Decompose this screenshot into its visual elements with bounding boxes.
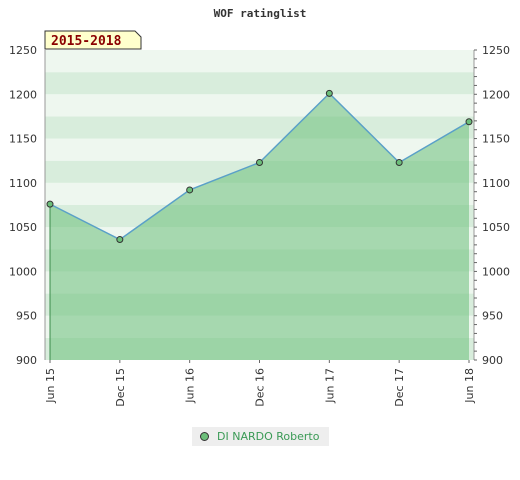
y-tick-label-left: 1150	[9, 133, 37, 146]
y-tick-label-left: 1050	[9, 221, 37, 234]
y-tick-label-right: 1250	[482, 44, 510, 57]
legend: DI NARDO Roberto	[192, 427, 329, 446]
y-tick-label-right: 1200	[482, 88, 510, 101]
period-label: 2015-2018	[51, 34, 122, 49]
y-tick-label-left: 1100	[9, 177, 37, 190]
x-tick-label: Dec 17	[393, 368, 406, 407]
period-badge: 2015-2018	[44, 30, 142, 50]
legend-label: DI NARDO Roberto	[217, 430, 320, 443]
x-tick-label: Jun 16	[184, 368, 197, 404]
data-point	[395, 158, 403, 166]
y-tick-label-left: 1250	[9, 44, 37, 57]
y-tick-label-left: 1000	[9, 265, 37, 278]
y-tick-label-right: 1100	[482, 177, 510, 190]
y-tick-label-right: 900	[482, 354, 503, 367]
grid-band	[45, 50, 474, 73]
y-tick-label-left: 1200	[9, 88, 37, 101]
y-tick-label-right: 950	[482, 310, 503, 323]
x-tick-label: Jun 18	[463, 368, 476, 404]
data-point	[256, 158, 263, 166]
data-point	[325, 89, 333, 97]
data-point	[465, 118, 473, 126]
series-area	[50, 93, 469, 361]
x-tick-label: Dec 15	[114, 368, 127, 407]
y-tick-label-left: 900	[16, 354, 37, 367]
y-tick-label-right: 1000	[482, 265, 510, 278]
y-tick-label-left: 950	[16, 310, 37, 323]
period-badge-box	[44, 30, 142, 50]
x-tick-label: Jun 15	[44, 368, 57, 404]
y-tick-label-right: 1050	[482, 221, 510, 234]
y-tick-label-right: 1150	[482, 133, 510, 146]
grid-band	[45, 72, 474, 95]
data-point	[116, 236, 124, 244]
grid-band	[45, 116, 474, 139]
x-tick-label: Dec 16	[254, 368, 267, 407]
legend-marker	[200, 432, 209, 441]
x-tick-label: Jun 17	[323, 368, 336, 404]
grid-band	[45, 94, 474, 117]
chart-title: WOF ratinglist	[214, 7, 307, 20]
data-point	[46, 200, 54, 208]
data-point	[186, 186, 194, 194]
